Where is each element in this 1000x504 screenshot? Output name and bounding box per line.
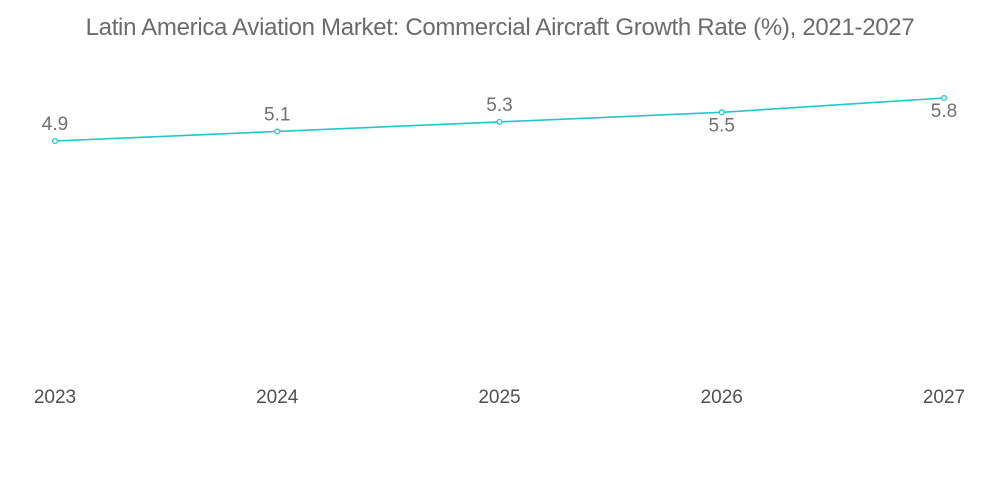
- data-point: [496, 118, 503, 125]
- data-label-layer: 4.9 5.1 5.3 5.5 5.8: [42, 95, 957, 136]
- data-point: [274, 128, 281, 135]
- x-tick-label: 2024: [256, 387, 299, 408]
- data-label: 5.1: [264, 104, 290, 125]
- data-point: [718, 109, 725, 116]
- data-label: 4.9: [42, 114, 68, 135]
- data-point: [940, 94, 948, 102]
- x-tick-label: 2026: [701, 387, 743, 408]
- data-label: 5.5: [709, 115, 735, 136]
- x-tick-label: 2025: [478, 387, 520, 408]
- x-axis: 2023 2024 2025 2026 2027: [34, 387, 965, 408]
- chart-title: Latin America Aviation Market: Commercia…: [85, 14, 915, 41]
- x-tick-label: 2027: [923, 387, 965, 408]
- data-point: [51, 137, 59, 145]
- x-tick-label: 2023: [34, 387, 76, 408]
- series-point-layer: [51, 94, 948, 145]
- data-label: 5.3: [486, 95, 512, 116]
- data-label: 5.8: [931, 101, 957, 122]
